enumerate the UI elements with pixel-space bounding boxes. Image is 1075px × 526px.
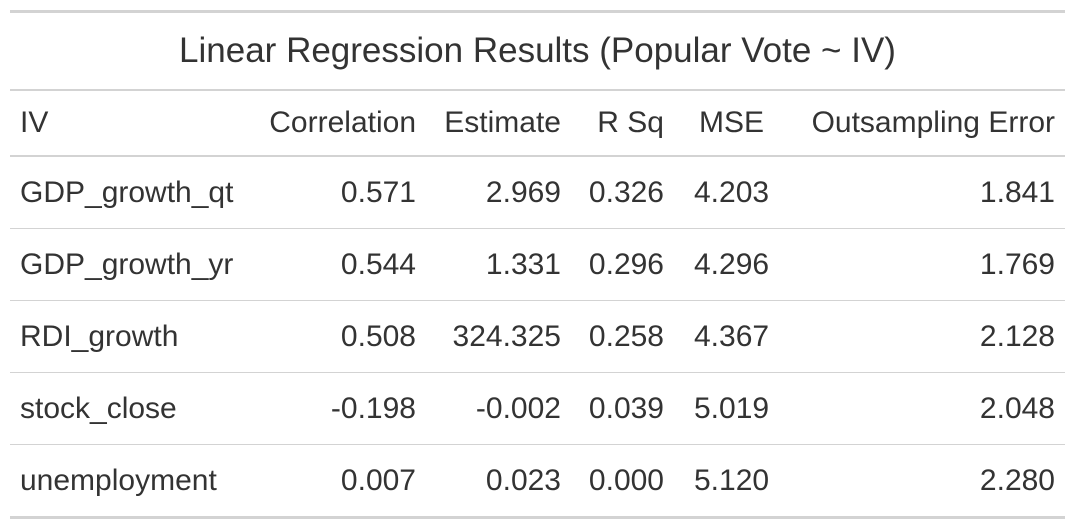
- cell-r-sq: 0.258: [571, 300, 674, 373]
- cell-r-sq: 0.296: [571, 228, 674, 301]
- cell-mse: 4.203: [694, 175, 770, 209]
- cell-estimate: -0.002: [426, 372, 571, 445]
- cell-iv: GDP_growth_yr: [10, 228, 250, 301]
- cell-correlation: 0.544: [250, 228, 426, 301]
- cell-r-sq: 0.326: [588, 175, 664, 209]
- cell-mse: 4.367: [674, 300, 774, 373]
- table-row: GDP_growth_qt 0.571 2.969 0.326 4.203 1.…: [10, 156, 1065, 229]
- table-header: IV Correlation Estimate R Sq MSE Outsamp…: [10, 91, 1065, 157]
- header-iv: IV: [10, 91, 250, 157]
- cell-r-sq: 0.000: [571, 444, 674, 516]
- table-title: Linear Regression Results (Popular Vote …: [10, 13, 1065, 91]
- cell-correlation: -0.198: [250, 372, 426, 445]
- cell-estimate: 0.023: [426, 444, 571, 516]
- cell-r-sq: 0.039: [571, 372, 674, 445]
- table-row: unemployment 0.007 0.023 0.000 5.120 2.2…: [10, 444, 1065, 516]
- cell-iv: RDI_growth: [10, 300, 250, 373]
- regression-results-table: Linear Regression Results (Popular Vote …: [10, 10, 1065, 519]
- cell-mse: 5.019: [674, 372, 774, 445]
- results-table: IV Correlation Estimate R Sq MSE Outsamp…: [10, 91, 1065, 516]
- header-row: IV Correlation Estimate R Sq MSE Outsamp…: [10, 91, 1065, 157]
- cell-mse: 4.296: [674, 228, 774, 301]
- cell-iv: stock_close: [10, 372, 250, 445]
- cell-correlation: 0.007: [250, 444, 426, 516]
- table-body: GDP_growth_qt 0.571 2.969 0.326 4.203 1.…: [10, 156, 1065, 516]
- cell-correlation: 0.571: [340, 175, 416, 209]
- cell-outsampling-error: 2.128: [774, 300, 1065, 373]
- cell-outsampling-error: 1.769: [774, 228, 1065, 301]
- header-mse: MSE: [674, 91, 774, 157]
- header-estimate: Estimate: [426, 91, 571, 157]
- cell-outsampling-error: 2.048: [774, 372, 1065, 445]
- cell-estimate: 324.325: [426, 300, 571, 373]
- cell-mse: 5.120: [674, 444, 774, 516]
- table-row: GDP_growth_yr 0.544 1.331 0.296 4.296 1.…: [10, 228, 1065, 301]
- table-row: stock_close -0.198 -0.002 0.039 5.019 2.…: [10, 372, 1065, 445]
- cell-correlation: 0.508: [250, 300, 426, 373]
- cell-iv: GDP_growth_qt: [20, 175, 234, 209]
- header-correlation: Correlation: [250, 91, 426, 157]
- cell-estimate: 1.331: [426, 228, 571, 301]
- header-r-sq: R Sq: [571, 91, 674, 157]
- header-outsampling-error: Outsampling Error: [774, 91, 1065, 157]
- cell-outsampling-error: 1.841: [979, 175, 1055, 209]
- table-row: RDI_growth 0.508 324.325 0.258 4.367 2.1…: [10, 300, 1065, 373]
- cell-estimate: 2.969: [485, 175, 561, 209]
- cell-outsampling-error: 2.280: [774, 444, 1065, 516]
- cell-iv: unemployment: [10, 444, 250, 516]
